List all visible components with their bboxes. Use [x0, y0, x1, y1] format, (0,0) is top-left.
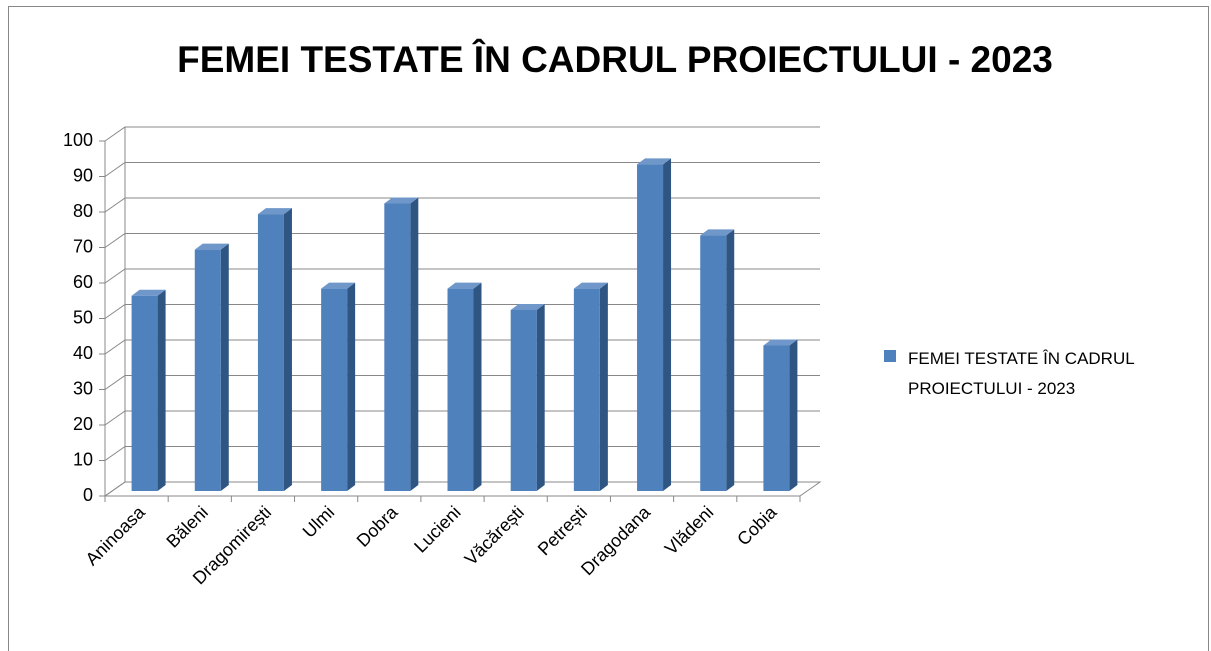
- grid-line: [104, 162, 820, 177]
- bar-front: [573, 288, 600, 491]
- bar-side: [283, 208, 292, 491]
- x-tick-label: Dobra: [353, 501, 403, 551]
- grid-line: [104, 126, 820, 142]
- x-tick-label: Aninoasa: [82, 501, 150, 569]
- chart-title: FEMEI TESTATE ÎN CADRUL PROIECTULUI - 20…: [177, 38, 1053, 80]
- bar-top: [763, 339, 798, 346]
- x-tick-label: Petrești: [534, 502, 591, 559]
- y-tick-label: 0: [83, 485, 93, 505]
- bar-side: [410, 197, 419, 491]
- x-tick-label: Vlădeni: [661, 502, 718, 559]
- bar-side: [599, 282, 608, 491]
- grid-line: [104, 233, 820, 248]
- y-tick-label: 100: [63, 130, 93, 150]
- bar: [573, 282, 608, 491]
- y-tick-label: 40: [73, 343, 93, 363]
- bar-top: [637, 158, 672, 165]
- legend-swatch: [884, 350, 896, 362]
- bar-side: [663, 158, 672, 491]
- bar-side: [726, 229, 735, 491]
- bar: [257, 208, 292, 491]
- bar: [131, 289, 166, 491]
- bar-top: [257, 208, 292, 215]
- bar-side: [157, 289, 166, 491]
- bar-front: [447, 288, 474, 491]
- bar-front: [700, 235, 727, 491]
- y-tick-label: 90: [73, 165, 93, 185]
- bar: [447, 282, 482, 491]
- bar: [763, 339, 798, 491]
- bar-front: [257, 214, 284, 491]
- y-tick-label: 50: [73, 307, 93, 327]
- y-tick-label: 80: [73, 201, 93, 221]
- bar-top: [321, 282, 356, 289]
- bar-top: [194, 243, 229, 250]
- bar-side: [347, 282, 356, 491]
- y-tick-label: 60: [73, 272, 93, 292]
- bar-front: [384, 203, 411, 491]
- bar-side: [473, 282, 482, 491]
- x-tick-label: Văcărești: [461, 502, 528, 569]
- bar-top: [700, 229, 735, 236]
- bar-front: [510, 309, 537, 491]
- bar-side: [220, 243, 229, 491]
- bar-top: [131, 289, 166, 296]
- y-tick-label: 10: [73, 449, 93, 469]
- bar-front: [637, 164, 664, 491]
- y-tick-label: 20: [73, 414, 93, 434]
- x-tick-label: Ulmi: [299, 502, 339, 542]
- bar: [321, 282, 356, 491]
- bar-front: [194, 249, 221, 491]
- bar-top: [573, 282, 608, 289]
- chart-border: [8, 6, 1209, 651]
- bar: [637, 158, 672, 491]
- y-tick-label: 30: [73, 378, 93, 398]
- bar-top: [384, 197, 419, 204]
- x-tick-label: Lucieni: [410, 502, 464, 556]
- bar-top: [510, 303, 545, 310]
- grid-line: [104, 268, 820, 284]
- grid-line: [104, 197, 820, 213]
- y-tick-label: 70: [73, 236, 93, 256]
- bar-front: [763, 345, 790, 491]
- x-tick-label: Băleni: [162, 502, 212, 552]
- bar-front: [321, 288, 348, 491]
- x-tick-label: Dragodana: [577, 501, 655, 579]
- bar-front: [131, 295, 158, 491]
- bar-side: [789, 339, 798, 491]
- bar: [510, 303, 545, 491]
- bar: [384, 197, 419, 491]
- bar: [700, 229, 735, 491]
- bar: [194, 243, 229, 491]
- legend-label: FEMEI TESTATE ÎN CADRUL PROIECTULUI - 20…: [908, 349, 1135, 398]
- x-tick-label: Cobia: [733, 501, 781, 549]
- bar-top: [447, 282, 482, 289]
- bar-side: [536, 303, 545, 491]
